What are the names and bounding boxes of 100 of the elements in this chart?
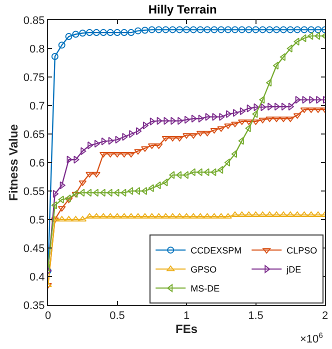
point xyxy=(252,119,260,125)
point xyxy=(244,211,253,217)
x-tick-label: 0 xyxy=(44,310,52,322)
point xyxy=(308,32,314,40)
x-tick-label: 0.5 xyxy=(110,310,125,322)
point xyxy=(252,110,258,118)
point xyxy=(232,108,238,117)
point xyxy=(224,213,232,219)
point xyxy=(100,188,106,197)
point xyxy=(114,188,120,197)
point xyxy=(308,26,315,34)
point xyxy=(80,147,86,156)
point xyxy=(154,143,163,149)
point xyxy=(134,27,142,34)
y-tick-label: 0.7 xyxy=(30,100,45,112)
point xyxy=(259,26,266,34)
legend-label: CLPSO xyxy=(286,246,318,256)
point xyxy=(183,26,190,34)
point xyxy=(266,26,274,34)
point xyxy=(280,26,287,34)
y-tick-label: 0.65 xyxy=(23,128,45,141)
point xyxy=(141,26,148,34)
y-tick-label: 0.45 xyxy=(23,242,45,255)
point xyxy=(134,187,140,195)
point xyxy=(92,29,100,36)
point xyxy=(279,211,288,217)
point xyxy=(300,107,308,113)
point xyxy=(154,213,163,219)
point xyxy=(314,26,322,34)
y-tick-label: 0.5 xyxy=(30,214,45,226)
point xyxy=(252,26,260,34)
point xyxy=(169,26,176,34)
point xyxy=(240,107,246,116)
point xyxy=(106,188,112,197)
point xyxy=(176,26,184,34)
point xyxy=(120,152,128,158)
text: ×10$^{6}$ xyxy=(300,331,323,346)
point xyxy=(260,103,266,112)
point xyxy=(266,116,274,122)
point xyxy=(51,52,58,60)
point xyxy=(86,188,92,197)
point xyxy=(258,211,267,217)
point xyxy=(168,136,177,142)
point xyxy=(273,26,280,34)
point xyxy=(114,29,121,36)
point xyxy=(231,122,239,128)
point xyxy=(189,133,198,139)
point xyxy=(286,44,292,52)
point xyxy=(302,96,308,104)
point xyxy=(231,26,238,34)
point xyxy=(79,30,86,37)
point xyxy=(212,112,218,121)
point xyxy=(140,146,149,152)
point xyxy=(92,213,100,219)
point xyxy=(88,141,94,150)
point xyxy=(224,158,230,166)
y-tick-label: 0.35 xyxy=(23,300,45,312)
point xyxy=(65,33,72,40)
y-tick-label: 0.75 xyxy=(23,72,45,84)
chart-title: Hilly Terrain xyxy=(148,2,217,17)
point xyxy=(266,211,274,217)
point xyxy=(164,116,170,125)
point xyxy=(99,152,108,158)
point xyxy=(74,156,80,164)
point xyxy=(162,136,170,142)
point xyxy=(288,102,294,111)
point xyxy=(198,114,204,123)
point xyxy=(120,213,128,219)
point xyxy=(190,168,196,176)
point xyxy=(168,213,177,219)
point xyxy=(128,187,134,195)
point xyxy=(86,213,94,219)
point xyxy=(309,96,315,104)
point xyxy=(162,213,170,219)
point xyxy=(58,42,66,49)
legend-label: CCDEXSPM xyxy=(190,246,242,256)
legend-label: MS-DE xyxy=(190,284,220,294)
point xyxy=(314,32,320,40)
point xyxy=(205,112,211,121)
point xyxy=(148,26,156,34)
point xyxy=(316,96,322,104)
point xyxy=(286,211,294,217)
point xyxy=(258,118,267,124)
point xyxy=(300,34,306,42)
point xyxy=(136,127,142,136)
point xyxy=(272,211,280,217)
point xyxy=(210,26,218,34)
point xyxy=(148,184,154,192)
point xyxy=(273,62,279,70)
point xyxy=(113,213,122,219)
point xyxy=(148,143,156,149)
point xyxy=(266,78,272,87)
point xyxy=(169,171,175,179)
point xyxy=(101,137,107,146)
point xyxy=(204,168,210,176)
point xyxy=(286,116,294,122)
point xyxy=(293,113,302,119)
point xyxy=(92,172,100,178)
point xyxy=(115,136,121,144)
point xyxy=(268,102,274,111)
